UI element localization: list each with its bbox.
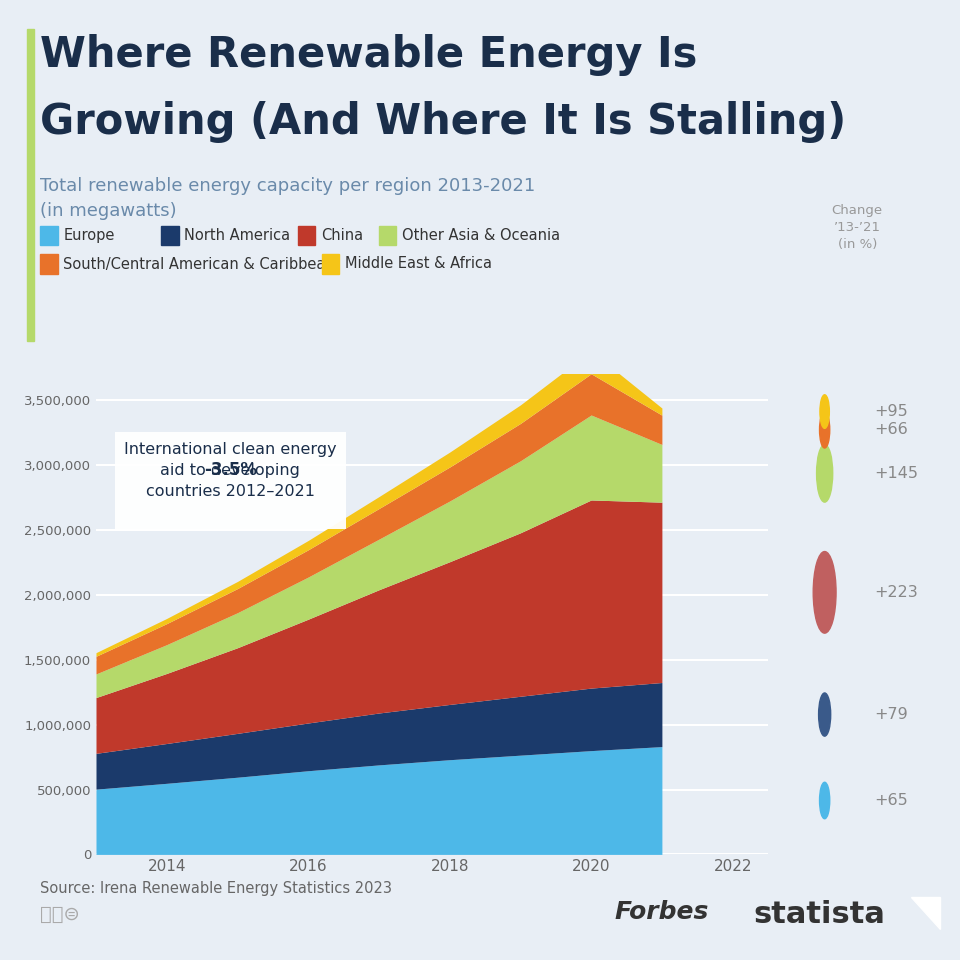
Text: Where Renewable Energy Is: Where Renewable Energy Is [40, 34, 698, 76]
Text: Change
’13-’21
(in %): Change ’13-’21 (in %) [831, 204, 883, 251]
Polygon shape [911, 897, 940, 929]
Text: +65: +65 [875, 793, 908, 808]
Text: Ⓒⓘ⊜: Ⓒⓘ⊜ [40, 904, 81, 924]
Text: +95: +95 [875, 404, 908, 420]
Text: +66: +66 [875, 422, 908, 438]
Text: International clean energy
aid to developing
countries 2012–2021: International clean energy aid to develo… [124, 442, 337, 520]
Text: South/Central American & Caribbean: South/Central American & Caribbean [63, 256, 335, 272]
Text: Growing (And Where It Is Stalling): Growing (And Where It Is Stalling) [40, 101, 847, 143]
Text: -3.5%: -3.5% [204, 461, 257, 479]
Text: +145: +145 [875, 466, 919, 481]
Text: (in megawatts): (in megawatts) [40, 202, 177, 220]
Text: Total renewable energy capacity per region 2013-2021: Total renewable energy capacity per regi… [40, 177, 536, 195]
Text: Forbes: Forbes [614, 900, 708, 924]
Text: North America: North America [184, 228, 291, 243]
Circle shape [819, 693, 830, 736]
Text: Europe: Europe [63, 228, 115, 243]
Circle shape [817, 444, 832, 502]
Text: Middle East & Africa: Middle East & Africa [345, 256, 492, 272]
Text: statista: statista [754, 900, 885, 929]
Text: China: China [321, 228, 363, 243]
Circle shape [820, 412, 829, 448]
Text: Other Asia & Oceania: Other Asia & Oceania [402, 228, 561, 243]
Circle shape [820, 782, 829, 819]
Text: +79: +79 [875, 708, 908, 722]
Circle shape [820, 395, 829, 428]
Text: +223: +223 [875, 585, 918, 600]
Text: Source: Irena Renewable Energy Statistics 2023: Source: Irena Renewable Energy Statistic… [40, 880, 393, 896]
Circle shape [813, 552, 836, 634]
